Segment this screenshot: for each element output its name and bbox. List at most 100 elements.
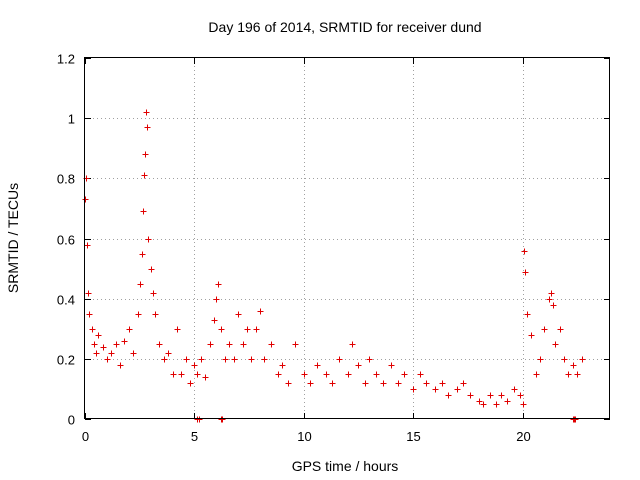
data-point: [533, 371, 540, 378]
data-point: [432, 386, 439, 393]
data-point: [314, 362, 321, 369]
data-point: [202, 374, 209, 381]
x-tick-label: 20: [516, 429, 530, 444]
chart-title: Day 196 of 2014, SRMTID for receiver dun…: [208, 19, 481, 35]
data-point: [183, 356, 190, 363]
data-point: [579, 356, 586, 363]
data-point: [187, 380, 194, 387]
axis-ticks: 0 0.2 0.4 0.6 0.8 1 1.2 0 5 10 15 20: [57, 52, 610, 444]
data-point: [561, 356, 568, 363]
data-point: [520, 401, 527, 408]
data-point: [528, 332, 535, 339]
data-point: [541, 326, 548, 333]
data-point: [521, 248, 528, 255]
data-point: [261, 356, 268, 363]
data-point: [301, 371, 308, 378]
data-point: [91, 341, 98, 348]
plot-frame: [84, 57, 610, 419]
data-point: [511, 386, 518, 393]
data-point: [487, 392, 494, 399]
data-point: [86, 311, 93, 318]
data-point: [141, 172, 148, 179]
data-point: [85, 290, 92, 297]
data-point: [257, 308, 264, 315]
data-point: [460, 380, 467, 387]
data-point: [574, 371, 581, 378]
data-point: [84, 242, 91, 249]
data-point: [222, 356, 229, 363]
x-tick-label: 5: [191, 429, 198, 444]
data-point: [292, 341, 299, 348]
data-point: [388, 362, 395, 369]
data-point: [548, 290, 555, 297]
data-point: [213, 296, 220, 303]
data-point: [218, 326, 225, 333]
data-point: [198, 356, 205, 363]
data-point: [268, 341, 275, 348]
data-point: [191, 362, 198, 369]
data-point: [82, 196, 89, 203]
data-point: [439, 380, 446, 387]
data-point: [565, 371, 572, 378]
data-point: [524, 311, 531, 318]
data-point: [174, 326, 181, 333]
data-point: [323, 371, 330, 378]
data-point: [572, 416, 579, 423]
data-point: [476, 398, 483, 405]
data-point: [135, 311, 142, 318]
data-point: [152, 311, 159, 318]
data-point: [142, 151, 149, 158]
data-point: [467, 392, 474, 399]
data-point: [219, 416, 226, 423]
y-tick-label: 1: [68, 112, 75, 127]
data-point: [253, 326, 260, 333]
data-point: [100, 344, 107, 351]
data-point: [211, 317, 218, 324]
y-axis-label: SRMTID / TECUs: [5, 183, 21, 293]
data-point: [161, 356, 168, 363]
data-point: [275, 371, 282, 378]
grid-lines: [85, 58, 610, 419]
data-point: [156, 341, 163, 348]
data-point: [410, 386, 417, 393]
data-point: [207, 341, 214, 348]
data-point: [517, 392, 524, 399]
data-point: [170, 371, 177, 378]
data-point: [143, 109, 150, 116]
data-point: [493, 401, 500, 408]
data-point: [196, 416, 203, 423]
data-point: [550, 302, 557, 309]
data-point: [113, 341, 120, 348]
data-point: [226, 341, 233, 348]
data-point: [89, 326, 96, 333]
data-point: [546, 296, 553, 303]
data-point: [150, 290, 157, 297]
data-point: [570, 362, 577, 369]
data-point: [336, 356, 343, 363]
data-point: [126, 326, 133, 333]
data-point: [395, 380, 402, 387]
data-point: [498, 392, 505, 399]
data-point: [345, 371, 352, 378]
y-tick-label: 1.2: [57, 52, 75, 67]
data-point: [121, 338, 128, 345]
data-point: [137, 281, 144, 288]
data-point: [95, 332, 102, 339]
data-point: [130, 350, 137, 357]
data-point: [445, 392, 452, 399]
data-point: [104, 356, 111, 363]
data-point: [537, 356, 544, 363]
data-point: [552, 341, 559, 348]
data-point: [557, 326, 564, 333]
data-point: [178, 371, 185, 378]
y-tick-label: 0.6: [57, 233, 75, 248]
y-tick-label: 0.2: [57, 353, 75, 368]
x-tick-label: 0: [82, 429, 89, 444]
data-points: [82, 109, 586, 423]
data-point: [139, 251, 146, 258]
data-point: [285, 380, 292, 387]
data-point: [231, 356, 238, 363]
data-point: [504, 398, 511, 405]
x-tick-label: 15: [406, 429, 420, 444]
